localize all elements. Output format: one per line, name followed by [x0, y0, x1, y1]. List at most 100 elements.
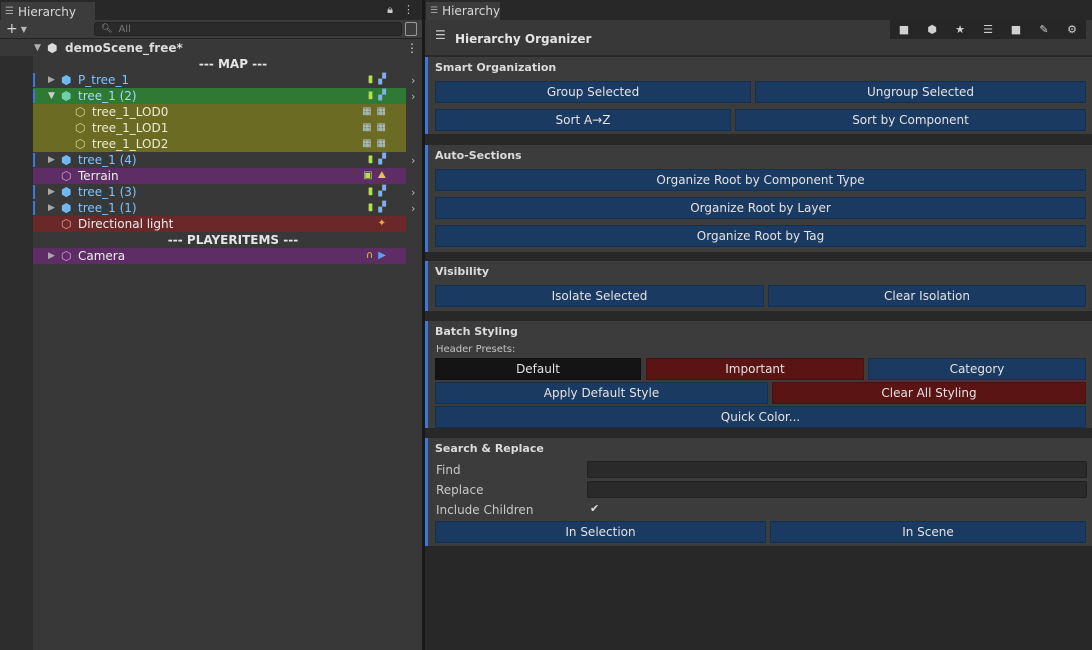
component-badges: ▣ ⛰︎	[363, 168, 386, 184]
hierarchy-row[interactable]: ▶ ⬢ tree_1 (1) ▮ ▞ ›	[33, 200, 415, 216]
hierarchy-row[interactable]: ▶ ⬢ P_tree_1 ▮ ▞ ›	[33, 72, 415, 88]
ungroup-selected-button[interactable]: Ungroup Selected	[755, 81, 1086, 103]
icon-toolbar: ■ ⬢ ★ ☰ ■ ✎ ⚙	[890, 20, 1086, 39]
camera-icon: ▶	[378, 250, 386, 261]
in-scene-button[interactable]: In Scene	[770, 521, 1086, 543]
star-icon[interactable]: ★	[955, 23, 965, 36]
sort-az-button[interactable]: Sort A→Z	[435, 109, 731, 131]
tab-label: Hierarchy	[17, 4, 76, 19]
collapsed-arrow-icon[interactable]: ▶	[48, 187, 55, 197]
chevron-right-icon[interactable]: ›	[411, 89, 416, 103]
lock-icon[interactable]: 🔒︎	[387, 3, 393, 16]
preset-important-button[interactable]: Important	[646, 358, 864, 380]
expanded-arrow-icon[interactable]: ▼	[48, 91, 55, 101]
row-label: tree_1 (3)	[78, 185, 137, 199]
collider-icon: ▮	[367, 74, 374, 85]
search-options-icon[interactable]	[405, 22, 417, 36]
hierarchy-row[interactable]: ⬡ tree_1_LOD2 ▦ ▦	[33, 136, 406, 152]
hierarchy-row[interactable]: ⬡ tree_1_LOD0 ▦ ▦	[33, 104, 406, 120]
unity-scene-icon: ⬢	[47, 41, 58, 55]
expand-triangle-icon[interactable]: ▼	[34, 43, 41, 53]
preset-default-button[interactable]: Default	[435, 358, 641, 380]
scene-root-row[interactable]: ▼ ⬢ demoScene_free* ⋮	[0, 40, 422, 56]
sort-by-component-button[interactable]: Sort by Component	[735, 109, 1086, 131]
collider-icon: ▮	[367, 202, 374, 213]
row-label: Terrain	[78, 169, 119, 183]
organizer-header: ☰ Hierarchy Organizer ■ ⬢ ★ ☰ ■ ✎ ⚙	[425, 20, 1092, 55]
list-icon[interactable]: ☰	[983, 23, 993, 36]
mesh-cube-icon: ⬡	[75, 105, 86, 119]
row-label: tree_1_LOD1	[92, 121, 169, 135]
tab-hierarchy-right[interactable]: ☰ Hierarchy	[426, 2, 500, 20]
component-badges: ▦ ▦	[362, 104, 386, 120]
hierarchy-row[interactable]: ⬡ Terrain ▣ ⛰︎	[33, 168, 406, 184]
clear-all-styling-button[interactable]: Clear All Styling	[772, 382, 1086, 404]
hierarchy-row[interactable]: ▶ ⬡ Camera ∩ ▶	[33, 248, 406, 264]
quick-color-button[interactable]: Quick Color...	[435, 406, 1086, 428]
hierarchy-organizer-panel: ☰ Hierarchy ☰ Hierarchy Organizer ■ ⬢ ★ …	[425, 0, 1092, 650]
create-button[interactable]: + ▼	[6, 21, 27, 37]
group-title: Auto-Sections	[435, 149, 522, 162]
chevron-right-icon[interactable]: ›	[411, 153, 416, 167]
tab-hierarchy-left[interactable]: ☰ Hierarchy	[1, 2, 95, 20]
hierarchy-row[interactable]: ▶ ⬢ tree_1 (3) ▮ ▞ ›	[33, 184, 415, 200]
collapsed-arrow-icon[interactable]: ▶	[48, 251, 55, 261]
row-label: Camera	[78, 249, 126, 263]
section-header-playeritems[interactable]: --- PLAYERITEMS ---	[167, 233, 299, 247]
hierarchy-row[interactable]: ▶ ⬢ tree_1 (4) ▮ ▞ ›	[33, 152, 415, 168]
find-input[interactable]	[587, 461, 1087, 478]
eyedropper-icon[interactable]: ✎	[1039, 23, 1049, 36]
prefab-link-icon: ▞	[378, 202, 386, 213]
apply-default-style-button[interactable]: Apply Default Style	[435, 382, 768, 404]
row-label: tree_1 (1)	[78, 201, 137, 215]
gear-icon[interactable]: ⚙	[1067, 23, 1077, 36]
hierarchy-row[interactable]: ⬡ tree_1_LOD1 ▦ ▦	[33, 120, 406, 136]
kebab-menu-icon[interactable]: ⋮	[403, 3, 414, 16]
component-badges: ∩ ▶	[366, 248, 386, 264]
search-field[interactable]: 🔍︎	[94, 22, 402, 36]
folder-icon[interactable]: ■	[1010, 23, 1022, 36]
prefab-cube-icon: ⬢	[61, 201, 72, 215]
grid-icon: ▦	[376, 122, 386, 133]
hierarchy-row[interactable]: ⬡ Directional light ✦	[33, 216, 406, 232]
replace-input[interactable]	[587, 481, 1087, 498]
collapsed-arrow-icon[interactable]: ▶	[48, 75, 55, 85]
isolate-selected-button[interactable]: Isolate Selected	[435, 285, 764, 307]
folder-icon[interactable]: ■	[898, 23, 910, 36]
hierarchy-row[interactable]: ▼ ⬢ tree_1 (2) ▮ ▞ ›	[33, 88, 415, 104]
preset-category-button[interactable]: Category	[868, 358, 1086, 380]
include-children-checkbox[interactable]: ✔	[590, 502, 600, 515]
group-selected-button[interactable]: Group Selected	[435, 81, 751, 103]
clear-isolation-button[interactable]: Clear Isolation	[768, 285, 1086, 307]
header-presets-label: Header Presets:	[436, 344, 516, 355]
panel-splitter[interactable]	[422, 0, 425, 650]
chevron-right-icon[interactable]: ›	[411, 201, 416, 215]
organize-by-tag-button[interactable]: Organize Root by Tag	[435, 225, 1086, 247]
selection-marker	[33, 73, 35, 87]
prefab-link-icon: ▞	[378, 154, 386, 165]
chevron-right-icon[interactable]: ›	[411, 73, 416, 87]
smart-organization-group: Smart Organization Group Selected Ungrou…	[425, 57, 1092, 134]
grid-icon: ▦	[376, 138, 386, 149]
selection-marker	[33, 153, 35, 167]
group-title: Visibility	[435, 265, 490, 278]
collapsed-arrow-icon[interactable]: ▶	[48, 155, 55, 165]
section-header-map[interactable]: --- MAP ---	[198, 57, 268, 71]
component-badges: ▮ ▞	[368, 88, 386, 104]
unity-icon[interactable]: ⬢	[927, 23, 937, 36]
mesh-renderer-icon: ▦	[362, 138, 372, 149]
in-selection-button[interactable]: In Selection	[435, 521, 766, 543]
prefab-cube-icon: ⬢	[61, 89, 72, 103]
selection-marker	[33, 201, 35, 215]
hierarchy-panel-left: ☰ Hierarchy 🔒︎ ⋮ + ▼ 🔍︎ ▼ ⬢ demoScene_fr…	[0, 0, 422, 650]
chevron-right-icon[interactable]: ›	[411, 185, 416, 199]
collapsed-arrow-icon[interactable]: ▶	[48, 203, 55, 213]
organize-by-layer-button[interactable]: Organize Root by Layer	[435, 197, 1086, 219]
scene-name: demoScene_free*	[65, 41, 183, 55]
component-badges: ▮ ▞	[368, 200, 386, 216]
search-input[interactable]	[118, 23, 379, 35]
collider-icon: ▮	[367, 90, 374, 101]
hierarchy-gutter	[0, 56, 33, 650]
organize-by-component-button[interactable]: Organize Root by Component Type	[435, 169, 1086, 191]
scene-menu-icon[interactable]: ⋮	[406, 41, 418, 55]
